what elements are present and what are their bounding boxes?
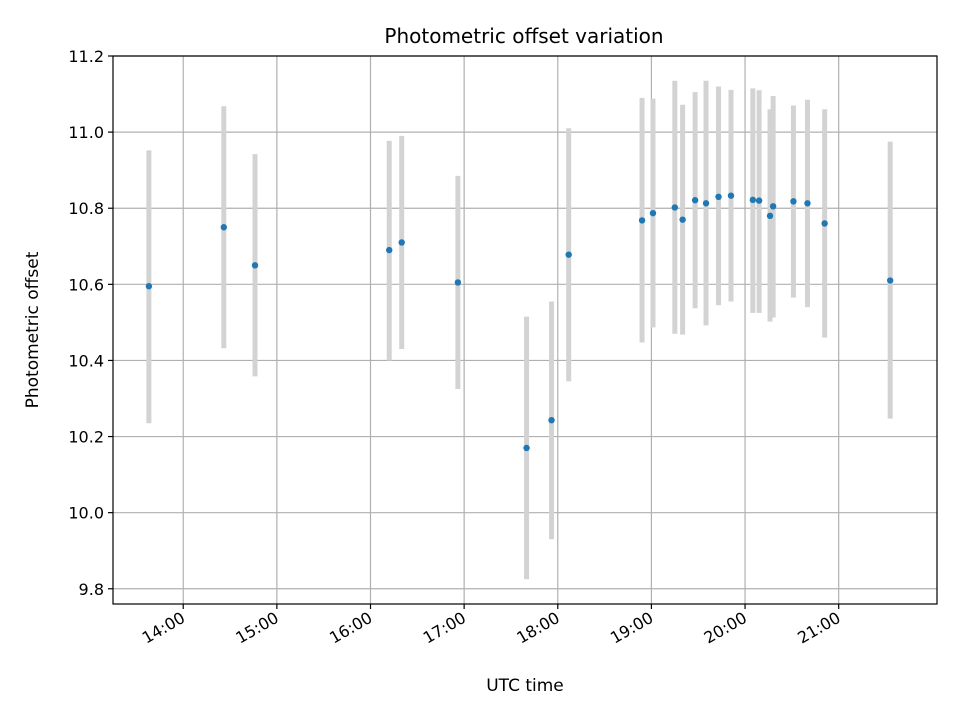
- data-point: [769, 203, 777, 210]
- y-axis-label: Photometric offset: [23, 251, 43, 408]
- data-point: [386, 246, 393, 254]
- y-axis: 9.8 10.0 10.2 10.4 10.6 10.8 11.0 11.2: [68, 47, 113, 599]
- data-point: [638, 217, 646, 224]
- data-point: [691, 197, 699, 204]
- y-tick-label: 10.0: [68, 504, 104, 523]
- data-point: [715, 193, 722, 201]
- data-point: [523, 444, 530, 452]
- data-point: [727, 192, 735, 199]
- data-point: [565, 251, 572, 258]
- data-points: [145, 192, 894, 452]
- data-point: [804, 200, 811, 207]
- y-tick-label: 10.6: [68, 275, 104, 294]
- data-point: [398, 239, 405, 246]
- y-tick-label: 10.4: [68, 351, 104, 370]
- y-tick-label: 10.2: [68, 428, 104, 447]
- chart-title: Photometric offset variation: [384, 24, 663, 48]
- data-point: [702, 200, 710, 207]
- y-tick-label: 11.2: [68, 47, 104, 66]
- data-point: [649, 209, 657, 217]
- plot-frame: [112, 55, 938, 605]
- data-point: [749, 196, 757, 204]
- data-point: [251, 262, 259, 269]
- data-point: [671, 204, 679, 211]
- data-point: [220, 224, 228, 231]
- data-point: [548, 416, 555, 424]
- data-point: [454, 279, 462, 286]
- data-point: [790, 198, 797, 205]
- data-point: [145, 283, 153, 290]
- data-point: [755, 197, 763, 204]
- data-point: [821, 220, 828, 227]
- data-point: [679, 216, 686, 223]
- data-point: [886, 277, 894, 284]
- data-point: [766, 212, 774, 220]
- y-tick-label: 11.0: [68, 123, 104, 142]
- x-axis-label: UTC time: [486, 676, 564, 696]
- y-tick-label: 9.8: [79, 580, 104, 599]
- y-tick-label: 10.8: [68, 199, 104, 218]
